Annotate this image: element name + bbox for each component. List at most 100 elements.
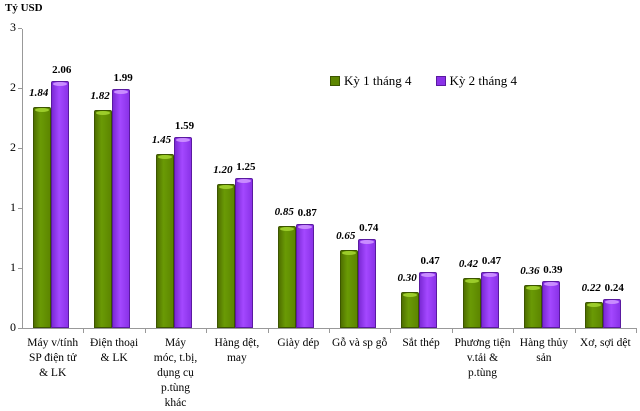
data-label: 1.25	[236, 161, 256, 173]
legend-label: Kỳ 1 tháng 4	[344, 73, 412, 88]
bar-series-1	[216, 184, 235, 328]
data-label: 0.85	[274, 206, 294, 218]
x-tick-mark	[513, 328, 515, 333]
legend-label: Kỳ 2 tháng 4	[449, 73, 518, 88]
data-label: 1.82	[90, 89, 110, 102]
x-tick-mark	[636, 328, 637, 333]
data-label: 0.47	[420, 254, 440, 267]
bar-cap	[464, 278, 479, 283]
bar-series-2	[234, 178, 253, 328]
data-label: 0.30	[397, 272, 417, 284]
bar-cap	[298, 224, 313, 229]
bar-series-1	[94, 109, 113, 328]
data-label: 0.39	[543, 264, 563, 277]
bar-series-2	[541, 281, 560, 328]
bar-cap	[605, 300, 620, 305]
category-label: Sắt thép	[402, 337, 440, 349]
bar-series-2	[419, 271, 438, 328]
bar-series-2	[480, 271, 499, 328]
bar-series-1	[585, 301, 604, 328]
bar-series-1	[462, 277, 481, 328]
y-tick-mark	[18, 268, 22, 269]
category-label: Giày dép	[277, 337, 320, 349]
y-tick-mark	[18, 148, 22, 149]
bar-cap	[543, 282, 558, 287]
bar-cap	[280, 227, 295, 231]
bar-series-2	[173, 137, 192, 328]
bar-series-1	[339, 250, 358, 328]
x-tick-mark	[144, 328, 146, 333]
bar-series-2	[50, 80, 69, 328]
y-tick-label: 2	[10, 80, 16, 94]
category-label: Xơ, sợi dệt	[579, 337, 631, 349]
category-label: Hàng thủy sản	[519, 337, 568, 364]
x-tick-mark	[574, 328, 576, 333]
data-label: 0.74	[359, 222, 379, 235]
bar-cap	[96, 110, 111, 115]
y-tick-mark	[18, 208, 22, 209]
bar-cap	[52, 81, 67, 86]
data-label: 0.24	[604, 282, 624, 295]
data-label: 0.47	[481, 254, 502, 267]
bar-series-2	[296, 223, 315, 328]
legend: Kỳ 1 tháng 4 Kỳ 2 tháng 4	[330, 73, 517, 89]
bar-series-1	[523, 284, 542, 328]
data-label: 2.06	[52, 63, 72, 76]
bar-cap	[359, 240, 374, 245]
data-label: 1.20	[213, 164, 233, 176]
data-label: 1.59	[174, 120, 195, 133]
category-label: Máy v/tính SP điện tử & LK	[27, 337, 79, 379]
data-label: 1.45	[151, 134, 172, 146]
bar-cap	[236, 179, 251, 183]
bar-cap	[34, 108, 49, 113]
y-tick-mark	[18, 28, 22, 29]
legend-item-series-2: Kỳ 2 tháng 4	[435, 73, 518, 89]
y-tick-mark	[18, 88, 22, 89]
y-tick-label: 1	[10, 260, 16, 274]
bar-cap	[525, 285, 540, 290]
bar-series-1	[278, 226, 297, 328]
y-axis	[22, 29, 23, 329]
category-label: Phương tiện v.tải & p.tùng	[454, 337, 511, 379]
category-label: Gỗ và sp gỗ	[332, 337, 388, 349]
data-label: 0.65	[336, 230, 356, 242]
bar-cap	[157, 155, 172, 159]
bar-cap	[403, 293, 418, 297]
data-label: 0.36	[520, 264, 540, 277]
legend-item-series-1: Kỳ 1 tháng 4	[330, 73, 412, 89]
bar-series-1	[401, 292, 420, 328]
bar-series-1	[155, 154, 174, 328]
data-label: 0.87	[297, 206, 317, 219]
category-label: Máy móc, t.bị, dụng cụ p.tùng khác	[153, 337, 198, 409]
data-label: 0.42	[458, 257, 479, 270]
x-tick-mark	[390, 328, 392, 333]
bar-series-2	[603, 299, 622, 328]
bar-cap	[421, 272, 436, 277]
y-tick-mark	[18, 328, 22, 329]
data-label: 1.84	[29, 87, 49, 100]
category-label: Hàng dệt, may	[214, 337, 260, 364]
bar-series-2	[357, 239, 376, 328]
category-label: Điện thoại & LK	[89, 337, 139, 364]
x-tick-mark	[329, 328, 330, 333]
legend-swatch-green	[330, 76, 340, 86]
x-tick-mark	[83, 328, 85, 333]
x-tick-mark	[451, 328, 453, 333]
bar-cap	[175, 138, 190, 143]
bar-cap	[482, 272, 497, 277]
bar-chart: Tỷ USD 0 1 1 2 2 3 1.84 2.06 1.82 1.99 1.45 1.59 1.…	[5, 2, 637, 409]
x-tick-mark	[206, 328, 208, 333]
bar-cap	[218, 185, 233, 189]
bar-cap	[114, 90, 129, 95]
y-tick-label: 1	[10, 200, 16, 214]
bar-cap	[341, 251, 356, 255]
y-tick-label: 0	[10, 320, 16, 334]
bar-series-1	[32, 107, 51, 328]
bar-series-2	[112, 89, 131, 328]
y-axis-unit-label: Tỷ USD	[5, 2, 43, 14]
y-tick-label: 3	[10, 20, 16, 34]
legend-swatch-purple	[435, 76, 446, 86]
x-tick-mark	[267, 328, 269, 333]
bar-cap	[587, 302, 602, 307]
data-label: 1.99	[113, 72, 133, 85]
